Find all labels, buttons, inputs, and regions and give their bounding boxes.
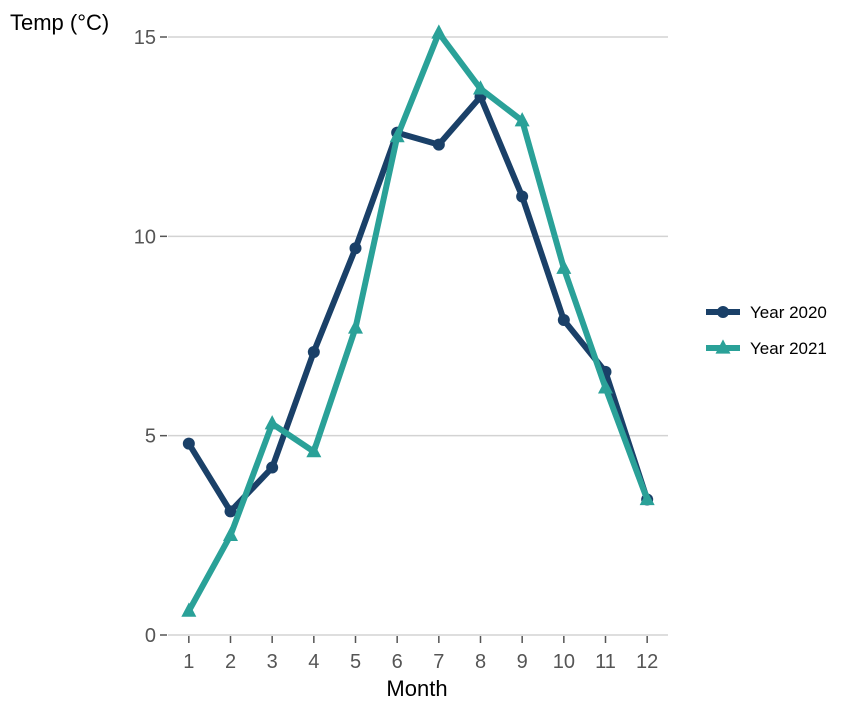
data-point <box>639 490 655 506</box>
series-line <box>185 93 651 515</box>
x-tick-label: 2 <box>225 651 236 673</box>
x-tick-label: 10 <box>553 651 575 673</box>
legend-label: Year 2021 <box>750 339 827 358</box>
data-point <box>182 437 195 450</box>
data-point <box>598 379 613 394</box>
legend: Year 2020 Year 2021 <box>706 303 827 358</box>
data-point <box>431 24 447 39</box>
data-point <box>516 190 529 203</box>
x-tick-label: 5 <box>350 651 361 673</box>
x-tick-label: 6 <box>392 651 403 673</box>
y-tick-label: 0 <box>145 625 156 647</box>
legend-item: Year 2020 <box>706 303 827 322</box>
x-tick-label: 12 <box>636 651 658 673</box>
y-tick-label: 10 <box>134 226 156 248</box>
legend-swatch-marker <box>717 306 729 318</box>
series-2 <box>181 24 655 617</box>
data-point <box>514 112 530 127</box>
data-point <box>223 526 238 541</box>
data-point <box>224 505 237 518</box>
y-tick-label: 5 <box>145 426 156 448</box>
x-tick-label: 7 <box>433 651 444 673</box>
data-point <box>389 128 405 143</box>
y-axis-title: Temp (°C) <box>10 10 109 35</box>
data-point <box>266 461 279 474</box>
series-1 <box>182 90 654 518</box>
data-point <box>348 319 363 334</box>
data-point <box>349 242 362 255</box>
data-point <box>556 259 572 274</box>
legend-swatch-marker <box>715 339 731 354</box>
x-tick-label: 11 <box>595 651 616 673</box>
legend-label: Year 2020 <box>750 303 827 322</box>
gridlines <box>168 36 668 636</box>
data-point <box>557 314 570 327</box>
data-point <box>181 602 197 617</box>
data-point <box>264 415 280 430</box>
series-group <box>181 24 655 617</box>
x-tick-label: 3 <box>267 651 278 673</box>
x-tick-label: 9 <box>517 651 528 673</box>
data-point <box>432 138 445 151</box>
series-line <box>185 30 651 615</box>
data-point <box>306 442 322 458</box>
y-tick-label: 15 <box>134 27 156 49</box>
x-tick-label: 8 <box>475 651 486 673</box>
x-tick-label: 4 <box>308 651 319 673</box>
x-axis-title: Month <box>386 676 447 701</box>
data-point <box>307 345 320 358</box>
data-point <box>473 80 488 95</box>
legend-item: Year 2021 <box>706 339 827 358</box>
x-tick-label: 1 <box>183 651 194 673</box>
